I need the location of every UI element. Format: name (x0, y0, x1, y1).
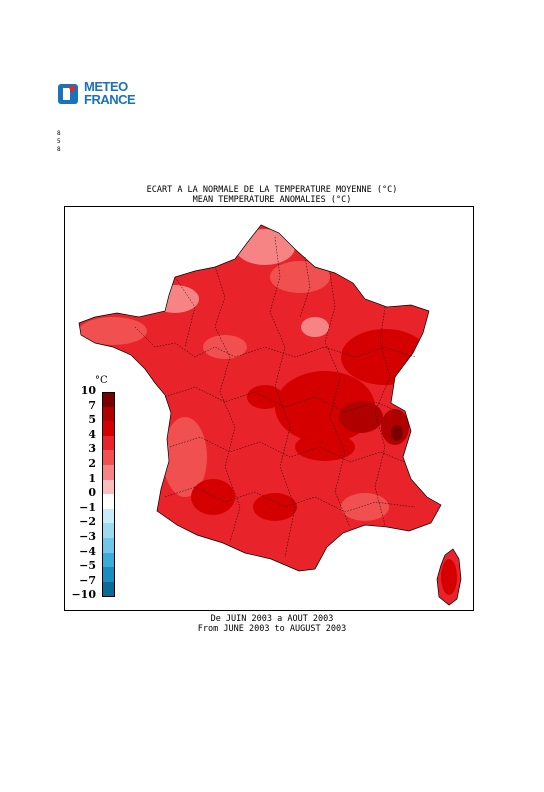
map-title-en: MEAN TEMPERATURE ANOMALIES (°C) (192, 195, 352, 205)
legend-swatch (102, 435, 115, 451)
legend-swatch (102, 494, 115, 509)
meteo-france-logo: METEO FRANCE (58, 79, 142, 108)
legend-label: 2 (88, 457, 96, 470)
coastline-borders (78, 224, 462, 606)
side-mark: 8 (57, 146, 61, 153)
legend-label: 0 (88, 486, 96, 500)
map-title-fr: ECART A LA NORMALE DE LA TEMPERATURE MOY… (146, 185, 398, 195)
legend-label: 5 (88, 413, 96, 427)
period-en: From JUNE 2003 to AUGUST 2003 (197, 624, 347, 634)
legend-swatch (102, 479, 115, 495)
map-title: ECART A LA NORMALE DE LA TEMPERATURE MOY… (0, 185, 544, 205)
legend-swatch (102, 508, 115, 524)
legend-swatch (102, 581, 115, 598)
meteo-france-logo-mark-icon (58, 84, 78, 104)
legend-swatch (102, 392, 115, 408)
side-mark: 8 (57, 130, 61, 137)
legend-swatch (102, 450, 115, 465)
legend-swatch (102, 567, 115, 582)
legend-swatch (102, 523, 115, 538)
period-caption: De JUIN 2003 a AOUT 2003 From JUNE 2003 … (0, 614, 544, 634)
legend-unit: °C (95, 375, 108, 386)
logo-line-2: FRANCE (84, 92, 136, 107)
legend-label: −5 (79, 559, 96, 573)
legend-swatch (102, 552, 115, 568)
legend-label: −10 (71, 588, 96, 602)
legend-label: −3 (79, 530, 96, 543)
map-frame (64, 206, 474, 611)
legend-swatch (102, 465, 115, 480)
legend-label: −2 (79, 515, 96, 529)
france-anomaly-map (78, 224, 462, 606)
legend-swatch (102, 421, 115, 436)
legend-label: −7 (79, 573, 96, 587)
legend-label: 4 (88, 427, 96, 441)
legend-label: 7 (88, 398, 96, 412)
department-boundaries (134, 236, 416, 558)
meteo-france-logo-text: METEO FRANCE (84, 79, 136, 107)
legend-label: −4 (79, 544, 96, 558)
legend-label: 3 (88, 442, 96, 456)
legend-label: 10 (80, 384, 96, 397)
side-marks: 8 5 8 (57, 130, 61, 154)
legend-label: −1 (79, 500, 96, 514)
period-fr: De JUIN 2003 a AOUT 2003 (210, 614, 334, 624)
anomaly-fill (79, 225, 461, 605)
side-mark: 5 (57, 138, 61, 145)
legend-swatch (102, 538, 115, 553)
logo-line-1: METEO (84, 79, 128, 94)
legend-label: 1 (88, 471, 96, 485)
legend-swatch (102, 406, 115, 422)
